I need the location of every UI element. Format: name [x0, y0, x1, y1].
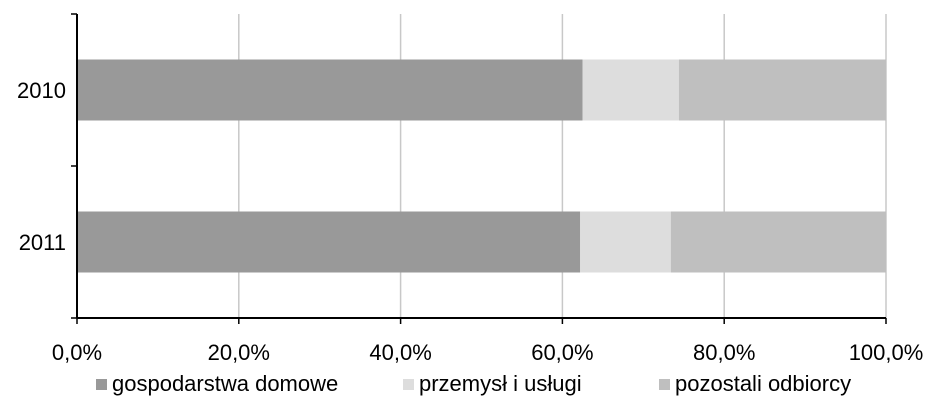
x-tick-label: 0,0%	[52, 340, 102, 365]
x-tick-label: 40,0%	[369, 340, 431, 365]
axes	[71, 13, 887, 324]
bar-segment	[77, 59, 583, 121]
legend-swatch	[659, 379, 670, 390]
legend-label: pozostali odbiorcy	[675, 371, 851, 396]
legend-label: gospodarstwa domowe	[112, 371, 338, 396]
legend: gospodarstwa domowe przemysł i usługi pozo…	[96, 371, 851, 396]
x-tick-label: 80,0%	[693, 340, 755, 365]
y-category-label: 2011	[19, 230, 66, 255]
x-tick-label: 100,0%	[849, 340, 924, 365]
bars	[77, 59, 886, 273]
legend-swatch	[403, 379, 414, 390]
legend-label: przemysł i usługi	[419, 371, 582, 396]
legend-swatch	[96, 379, 107, 390]
bar-segment	[670, 211, 886, 273]
y-category-label: 2010	[17, 78, 66, 103]
bar-segment	[580, 211, 671, 273]
tick-labels: 0,0% 20,0% 40,0% 60,0% 80,0% 100,0% 2010 2011	[17, 78, 923, 365]
bar-segment	[582, 59, 679, 121]
bar-segment	[678, 59, 886, 121]
x-tick-label: 60,0%	[531, 340, 593, 365]
bar-segment	[77, 211, 581, 273]
x-tick-label: 20,0%	[208, 340, 270, 365]
